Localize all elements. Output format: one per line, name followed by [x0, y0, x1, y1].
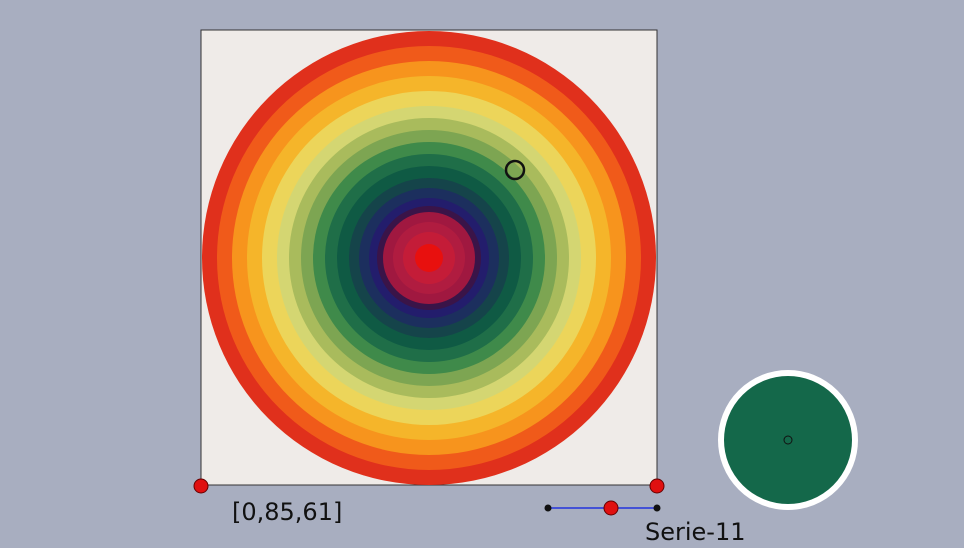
preview-center — [783, 435, 793, 445]
slider-end — [544, 504, 552, 512]
slider-handle[interactable] — [603, 500, 619, 516]
slider-label: Serie-11 — [645, 518, 746, 546]
color-preview — [718, 370, 858, 510]
ring — [415, 244, 443, 272]
color-label: [0,85,61] — [232, 498, 342, 526]
slider — [544, 500, 661, 516]
slider-end — [653, 504, 661, 512]
preview-circle — [718, 370, 858, 510]
sample-point[interactable] — [504, 159, 526, 181]
corner-point[interactable] — [193, 478, 209, 494]
image — [200, 29, 658, 486]
corner-point[interactable] — [649, 478, 665, 494]
